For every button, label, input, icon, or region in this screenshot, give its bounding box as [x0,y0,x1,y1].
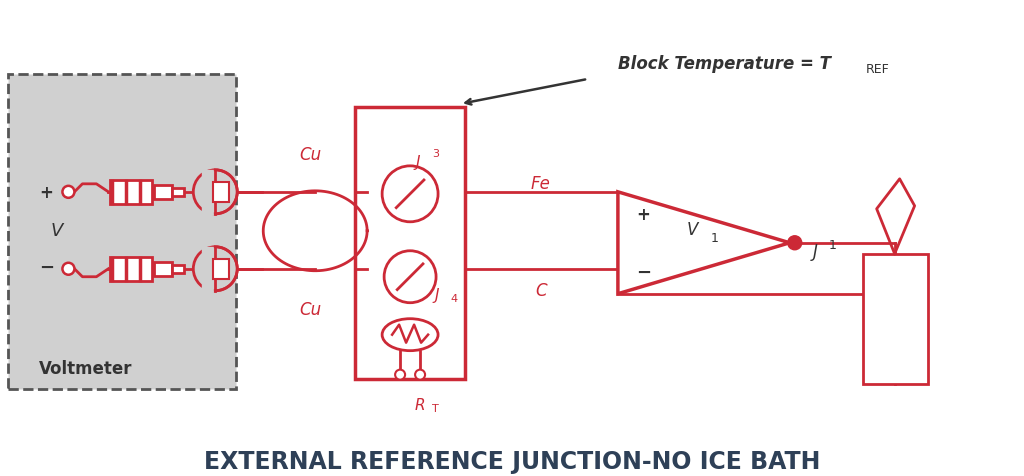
Bar [862,254,928,384]
Text: +: + [40,183,53,201]
Text: Block Temperature = T: Block Temperature = T [617,55,830,73]
Text: −: − [39,258,54,276]
Text: V: V [687,220,698,238]
Text: 1: 1 [711,232,719,245]
Polygon shape [617,192,790,294]
Text: Cu: Cu [299,146,322,164]
Bar [213,182,229,202]
Text: Fe: Fe [531,175,551,192]
Bar [172,265,184,273]
Text: −: − [636,263,651,281]
Circle shape [395,370,406,380]
Text: 3: 3 [432,149,439,159]
Circle shape [194,247,238,291]
Circle shape [384,251,436,303]
Ellipse shape [382,319,438,351]
Circle shape [415,370,425,380]
Text: R: R [415,397,426,412]
Bar [172,188,184,197]
Circle shape [62,263,75,275]
Bar [111,180,153,204]
Text: J: J [415,155,420,169]
Text: Cu: Cu [299,300,322,318]
Circle shape [382,167,438,222]
Text: T: T [432,403,439,413]
Text: J: J [434,287,438,302]
Text: EXTERNAL REFERENCE JUNCTION-NO ICE BATH: EXTERNAL REFERENCE JUNCTION-NO ICE BATH [204,448,820,473]
Text: 4: 4 [451,293,457,303]
Text: 1: 1 [828,239,837,252]
Bar [203,247,215,291]
Bar [213,259,229,279]
Circle shape [62,187,75,198]
Circle shape [194,170,238,214]
Text: C: C [536,281,547,299]
Bar [155,186,172,199]
Text: Voltmeter: Voltmeter [39,359,132,377]
Text: +: + [636,205,650,223]
Bar [155,262,172,276]
Text: J: J [813,242,817,260]
Text: REF: REF [865,63,890,76]
Bar [355,108,465,379]
Circle shape [787,236,802,250]
Bar [8,75,237,389]
Text: V: V [50,221,62,239]
Bar [111,257,153,281]
Bar [203,170,215,214]
